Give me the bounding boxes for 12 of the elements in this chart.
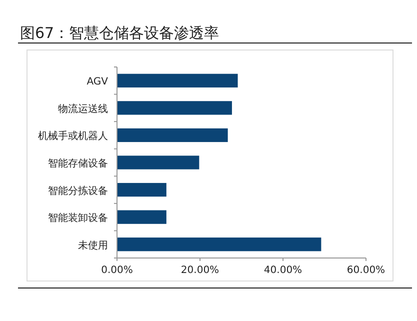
tick-label: 20.00% <box>180 265 220 276</box>
category-label: AGV <box>86 76 108 88</box>
tick-label: 60.00% <box>346 265 386 276</box>
category-label: 智能分拣设备 <box>48 186 108 197</box>
title: 图67：智慧仓储各设备渗透率 <box>20 24 220 42</box>
category-label: 智能存储设备 <box>48 158 108 170</box>
category-label: 未使用 <box>78 240 108 252</box>
tick-label: 0.00% <box>101 265 133 276</box>
tick-label: 40.00% <box>264 265 302 276</box>
category-label: 物流运送线 <box>58 104 108 115</box>
category-label: 智能装卸设备 <box>48 213 108 224</box>
category-label: 机械手或机器人 <box>38 131 108 142</box>
